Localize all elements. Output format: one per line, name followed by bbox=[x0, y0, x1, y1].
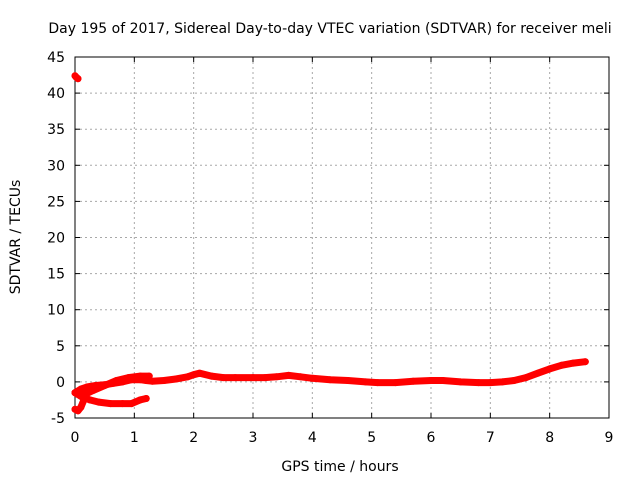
data-point bbox=[362, 378, 370, 386]
data-point bbox=[160, 377, 168, 384]
data-point bbox=[558, 361, 565, 369]
data-point bbox=[261, 374, 269, 382]
data-point bbox=[475, 379, 482, 387]
y-tick-label: 45 bbox=[47, 50, 65, 66]
y-tick-label: 10 bbox=[47, 303, 65, 319]
x-tick-label: 5 bbox=[367, 430, 376, 446]
data-point bbox=[486, 379, 494, 387]
data-point bbox=[249, 374, 257, 382]
data-point bbox=[581, 358, 589, 366]
data-point bbox=[297, 373, 304, 381]
series-layer bbox=[71, 72, 589, 415]
y-tick-label: 35 bbox=[47, 122, 65, 138]
y-tick-label: 30 bbox=[47, 158, 65, 174]
data-point bbox=[439, 377, 447, 384]
data-point bbox=[172, 375, 180, 383]
x-tick-label: 0 bbox=[71, 430, 80, 446]
data-point bbox=[148, 377, 156, 385]
data-point bbox=[113, 377, 120, 384]
data-point bbox=[124, 374, 132, 382]
data-point bbox=[534, 369, 542, 377]
data-point bbox=[231, 374, 239, 382]
data-point bbox=[427, 377, 435, 384]
data-point bbox=[409, 377, 417, 385]
data-point bbox=[71, 389, 79, 397]
data-point bbox=[208, 372, 215, 380]
y-tick-label: 15 bbox=[47, 267, 65, 283]
data-point bbox=[546, 365, 554, 373]
data-point bbox=[136, 372, 144, 380]
data-point bbox=[101, 382, 109, 389]
y-tick-label: 5 bbox=[56, 339, 65, 355]
data-point bbox=[273, 373, 281, 381]
data-point bbox=[196, 369, 204, 377]
data-point bbox=[80, 396, 88, 404]
data-point bbox=[190, 371, 198, 379]
data-point bbox=[326, 376, 334, 384]
data-point bbox=[498, 378, 506, 386]
x-tick-label: 8 bbox=[545, 430, 554, 446]
data-point bbox=[89, 387, 97, 395]
series-sdtvar-start-dip bbox=[71, 396, 88, 415]
data-point bbox=[142, 395, 150, 402]
data-point bbox=[569, 359, 577, 367]
y-axis-label: SDTVAR / TECUs bbox=[8, 180, 24, 295]
data-point bbox=[74, 75, 82, 83]
data-point bbox=[522, 374, 530, 382]
chart-title: Day 195 of 2017, Sidereal Day-to-day VTE… bbox=[48, 21, 611, 37]
data-point bbox=[86, 396, 94, 404]
x-tick-label: 3 bbox=[249, 430, 258, 446]
data-point bbox=[308, 374, 316, 382]
series-sdtvar-outlier bbox=[71, 72, 82, 83]
x-tick-label: 1 bbox=[130, 430, 139, 446]
x-tick-label: 4 bbox=[308, 430, 317, 446]
data-point bbox=[219, 374, 227, 382]
data-point bbox=[344, 377, 352, 384]
x-tick-label: 6 bbox=[427, 430, 436, 446]
data-point bbox=[285, 371, 293, 379]
grid bbox=[75, 57, 609, 418]
data-point bbox=[391, 379, 399, 387]
data-point bbox=[457, 378, 465, 386]
data-point bbox=[145, 372, 153, 380]
data-point bbox=[374, 379, 382, 387]
x-tick-label: 9 bbox=[605, 430, 614, 446]
y-tick-label: -5 bbox=[51, 411, 65, 427]
data-point bbox=[77, 385, 85, 393]
data-point bbox=[119, 400, 126, 408]
x-tick-label: 7 bbox=[486, 430, 495, 446]
y-tick-label: 40 bbox=[47, 86, 65, 102]
data-point bbox=[184, 373, 192, 381]
y-tick-label: 20 bbox=[47, 231, 65, 247]
data-point bbox=[510, 377, 518, 384]
data-point bbox=[127, 400, 135, 408]
x-axis-label: GPS time / hours bbox=[281, 459, 398, 475]
y-tick-label: 0 bbox=[56, 375, 65, 391]
data-point bbox=[77, 403, 85, 411]
y-tick-label: 25 bbox=[47, 194, 65, 210]
data-point bbox=[107, 400, 115, 408]
data-point bbox=[136, 396, 144, 404]
data-point bbox=[95, 398, 103, 406]
x-tick-label: 2 bbox=[189, 430, 198, 446]
